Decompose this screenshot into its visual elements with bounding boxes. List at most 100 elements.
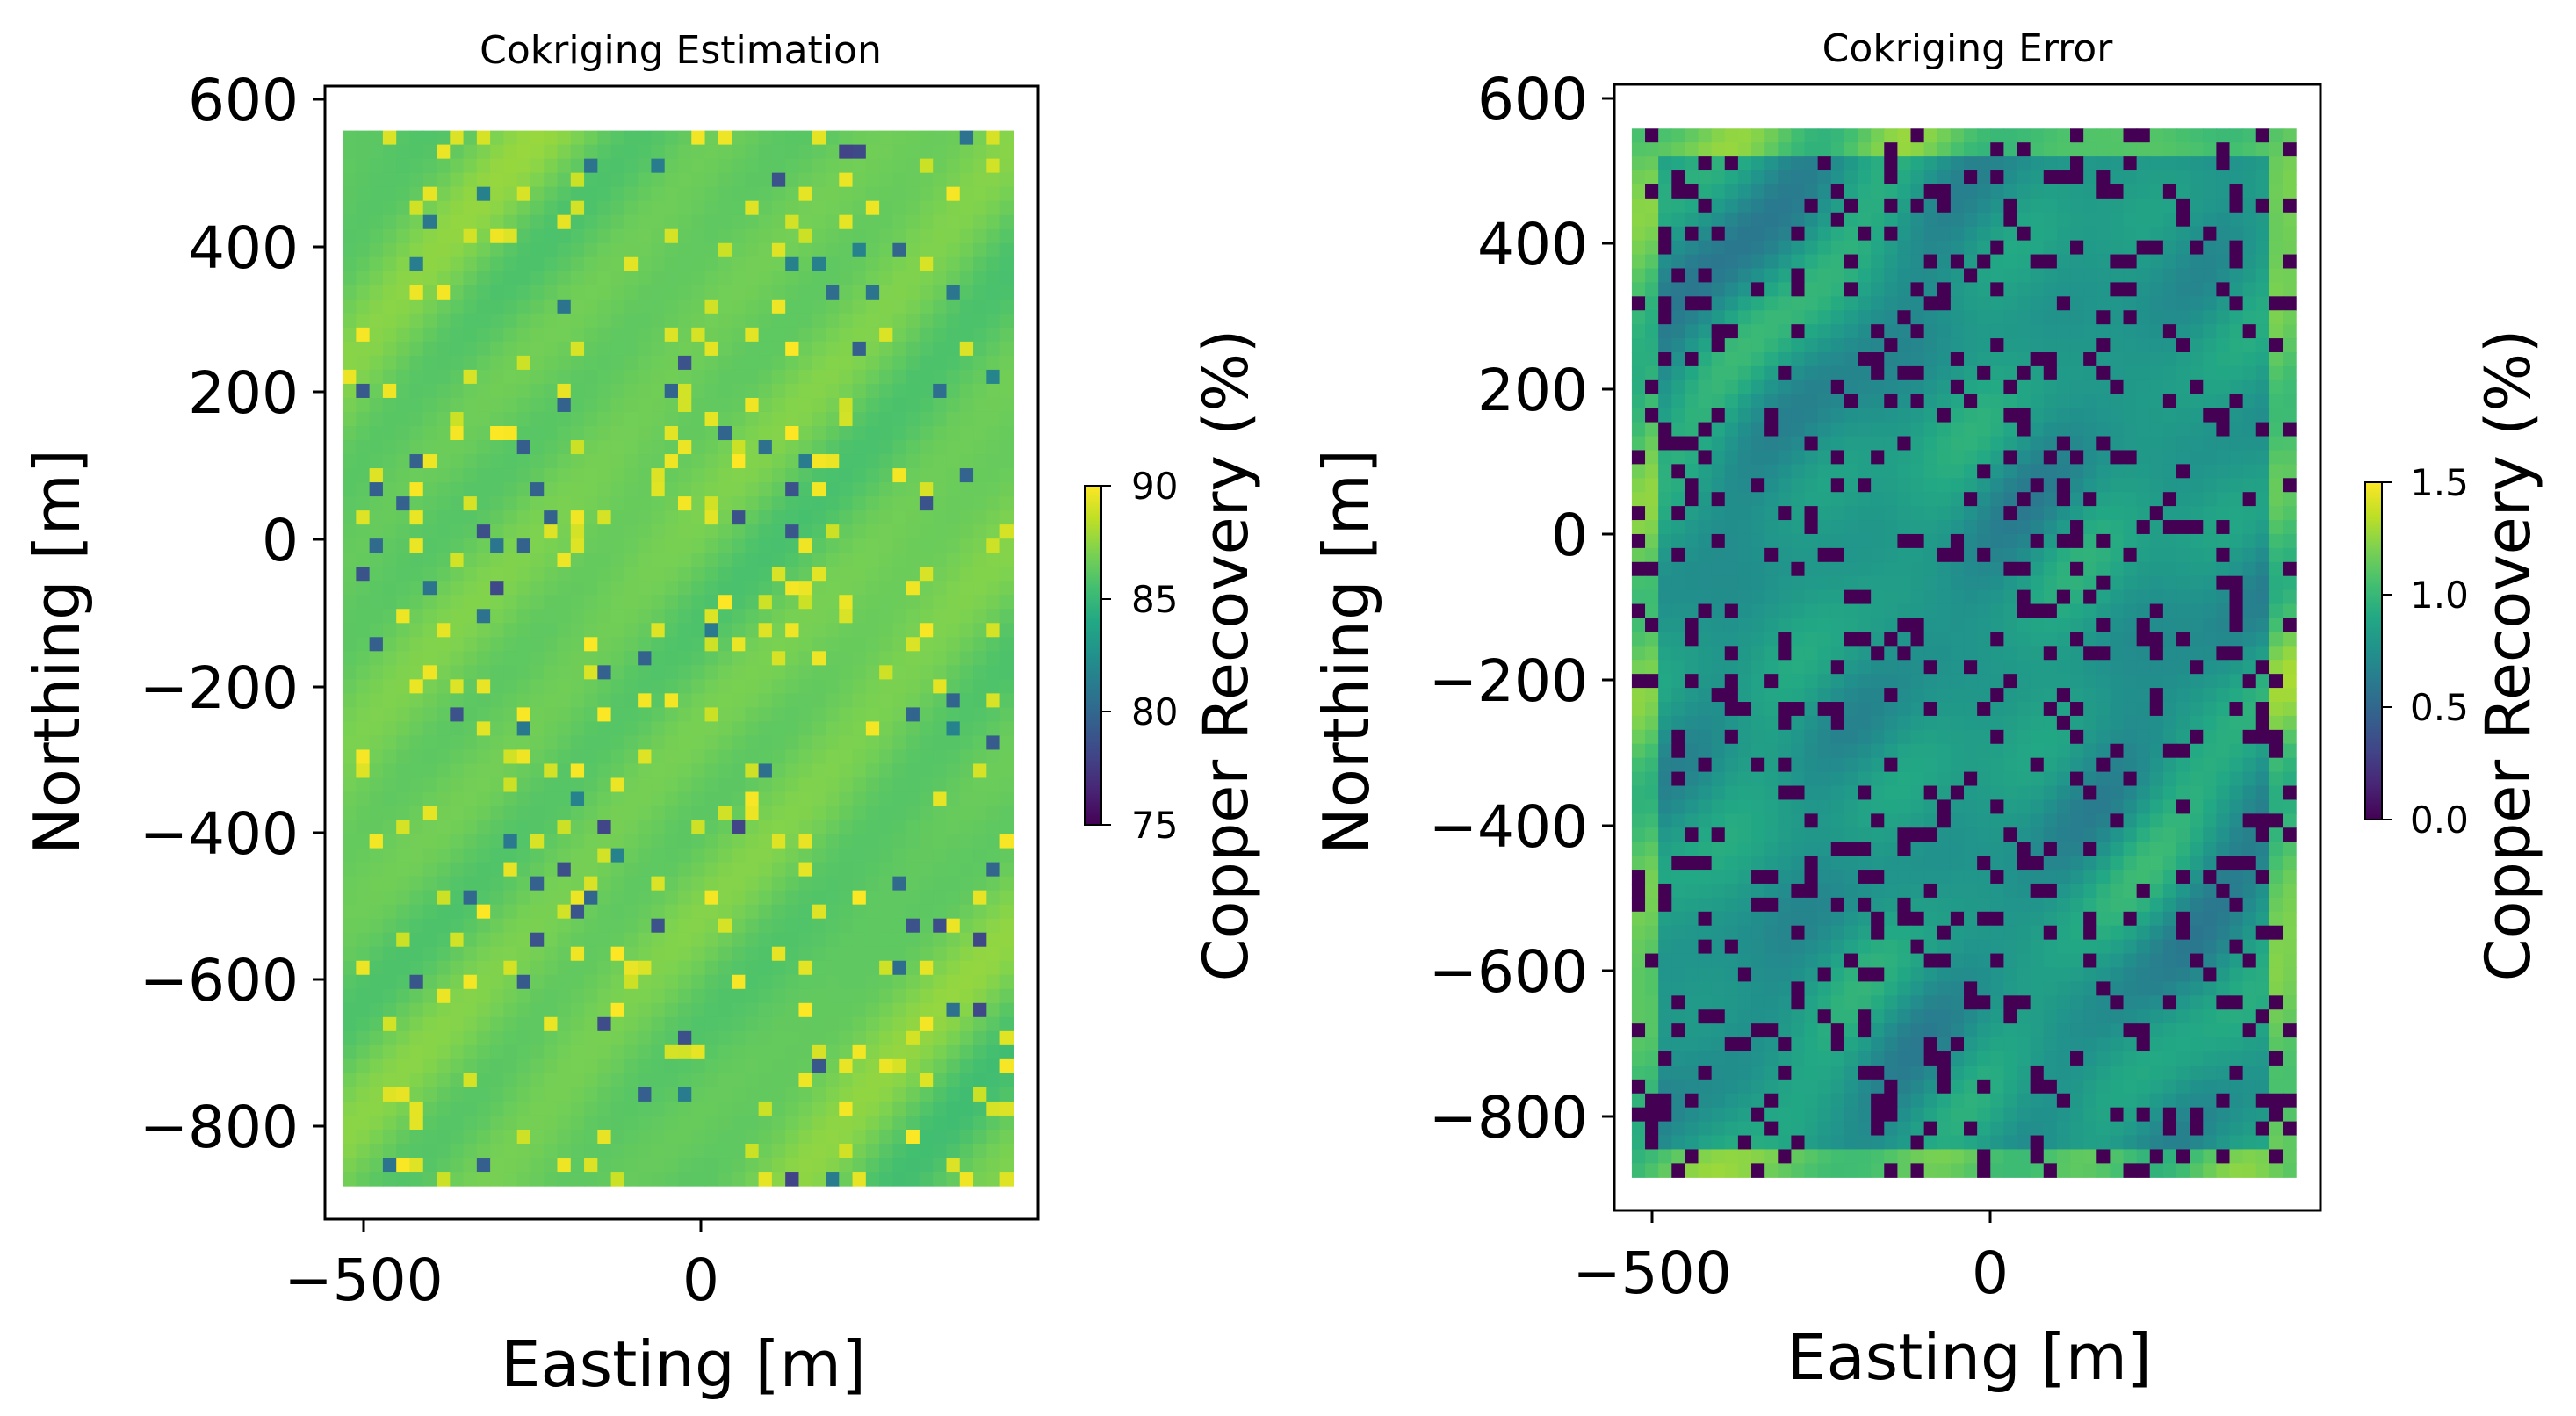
heatmap-cell (437, 595, 451, 610)
heatmap-cell (422, 1172, 437, 1187)
heatmap-cell (544, 665, 559, 680)
heatmap-cell (490, 946, 505, 962)
heatmap-cell (1830, 198, 1845, 213)
heatmap-cell (745, 806, 760, 821)
heatmap-cell (826, 130, 840, 146)
heatmap-cell (865, 200, 880, 216)
heatmap-cell (382, 228, 397, 244)
heatmap-cell (892, 665, 907, 680)
heatmap-cell (664, 721, 679, 737)
heatmap-cell (490, 918, 505, 934)
heatmap-cell (2123, 436, 2138, 452)
heatmap-cell (946, 1044, 961, 1060)
heatmap-cell (826, 890, 840, 906)
heatmap-cell (852, 524, 867, 539)
heatmap-cell (544, 299, 559, 314)
heatmap-cell (959, 1115, 974, 1131)
heatmap-cell (437, 1144, 451, 1159)
heatmap-cell (691, 510, 706, 525)
heatmap-cell (422, 946, 437, 962)
heatmap-cell (704, 538, 719, 553)
heatmap-cell (1711, 450, 1726, 465)
heatmap-cell (369, 988, 384, 1004)
heatmap-cell (798, 581, 813, 596)
heatmap-cell (919, 1158, 934, 1173)
heatmap-cell (369, 369, 384, 385)
heatmap-cell (544, 637, 559, 652)
heatmap-cell (450, 1087, 465, 1102)
heatmap-cell (691, 707, 706, 723)
heatmap-cell (771, 130, 786, 146)
heatmap-cell (906, 553, 920, 567)
heatmap-cell (597, 890, 612, 906)
heatmap-cell (798, 848, 813, 863)
heatmap-cell (826, 200, 840, 216)
heatmap-cell (946, 834, 961, 849)
heatmap-cell (745, 144, 760, 160)
heatmap-cell (490, 172, 505, 188)
heatmap-cell (865, 918, 880, 934)
heatmap-cell (771, 1087, 786, 1102)
heatmap-cell (933, 581, 948, 596)
heatmap-cell (999, 1144, 1014, 1159)
heatmap-cell (1685, 408, 1699, 423)
heatmap-cell (986, 988, 1001, 1004)
heatmap-cell (999, 721, 1014, 737)
heatmap-cell (396, 735, 411, 751)
heatmap-cell (1778, 394, 1792, 409)
heatmap-cell (732, 651, 746, 666)
heatmap-cell (2190, 198, 2204, 213)
heatmap-cell (490, 820, 505, 835)
heatmap-cell (919, 960, 934, 976)
heatmap-cell (2162, 226, 2177, 242)
heatmap-cell (704, 200, 719, 216)
heatmap-cell (437, 186, 451, 202)
heatmap-cell (2216, 422, 2231, 437)
heatmap-cell (450, 313, 465, 329)
heatmap-cell (839, 383, 854, 399)
heatmap-cell (1791, 352, 1806, 367)
heatmap-cell (933, 609, 948, 624)
heatmap-cell (677, 651, 692, 666)
heatmap-cell (1950, 450, 1965, 465)
heatmap-cell (785, 960, 800, 976)
heatmap-cell (758, 313, 773, 329)
heatmap-cell (343, 383, 357, 399)
heatmap-cell (463, 1030, 478, 1046)
heatmap-cell (516, 679, 531, 694)
heatmap-cell (959, 341, 974, 357)
heatmap-cell (718, 214, 732, 230)
heatmap-cell (919, 1058, 934, 1074)
heatmap-cell (1817, 338, 1832, 353)
heatmap-cell (343, 904, 357, 920)
heatmap-cell (1804, 379, 1819, 395)
heatmap-cell (677, 144, 692, 160)
heatmap-cell (691, 862, 706, 878)
heatmap-cell (704, 707, 719, 723)
heatmap-cell (570, 1073, 585, 1088)
heatmap-cell (1897, 365, 1912, 381)
heatmap-cell (758, 285, 773, 300)
heatmap-cell (1804, 142, 1819, 157)
heatmap-cell (356, 693, 371, 708)
estimation-colorbar-gradient (1084, 485, 1102, 826)
heatmap-cell (758, 721, 773, 737)
heatmap-cell (2283, 240, 2297, 256)
heatmap-cell (624, 454, 639, 469)
heatmap-cell (490, 341, 505, 357)
estimation-y-tick-label: −400 (140, 800, 299, 868)
heatmap-cell (2149, 254, 2164, 270)
heatmap-cell (946, 581, 961, 596)
heatmap-cell (2096, 352, 2111, 367)
heatmap-cell (343, 299, 357, 314)
heatmap-cell (369, 200, 384, 216)
estimation-y-tick-label: −200 (140, 654, 299, 722)
heatmap-cell (704, 454, 719, 469)
heatmap-cell (1858, 198, 1872, 213)
heatmap-cell (1685, 365, 1699, 381)
heatmap-cell (959, 426, 974, 441)
heatmap-cell (638, 777, 653, 793)
heatmap-cell (798, 426, 813, 441)
heatmap-cell (396, 1144, 411, 1159)
heatmap-cell (356, 214, 371, 230)
